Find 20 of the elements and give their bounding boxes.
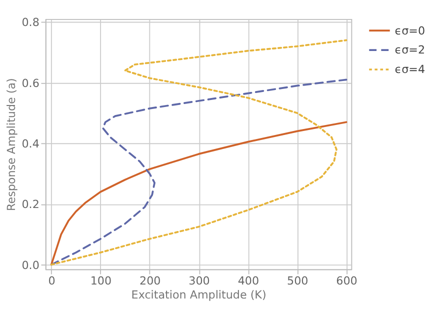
x-tick-label: 0 <box>48 274 56 288</box>
y-tick-label: 0.0 <box>22 258 40 272</box>
x-tick-label: 600 <box>336 274 358 288</box>
legend-label: ϵσ=4 <box>394 63 426 76</box>
x-tick-label: 400 <box>238 274 260 288</box>
x-tick-label: 500 <box>287 274 308 288</box>
x-tick-label: 300 <box>188 274 210 288</box>
y-tick-label: 0.4 <box>22 138 40 151</box>
line-series <box>50 121 348 266</box>
x-tick-label: 100 <box>90 274 112 288</box>
legend-label: ϵσ=0 <box>394 24 426 38</box>
line-series <box>50 39 348 266</box>
y-tick-label: 0.2 <box>22 198 40 212</box>
line-series <box>50 78 348 266</box>
legend-label: ϵσ=2 <box>394 44 426 57</box>
x-axis-title: Excitation Amplitude (K) <box>131 288 266 302</box>
y-axis-title: Response Amplitude (a) <box>5 78 18 211</box>
y-tick-label: 0.8 <box>22 16 40 30</box>
y-tick-label: 0.6 <box>22 76 40 90</box>
x-tick-label: 200 <box>140 274 161 288</box>
